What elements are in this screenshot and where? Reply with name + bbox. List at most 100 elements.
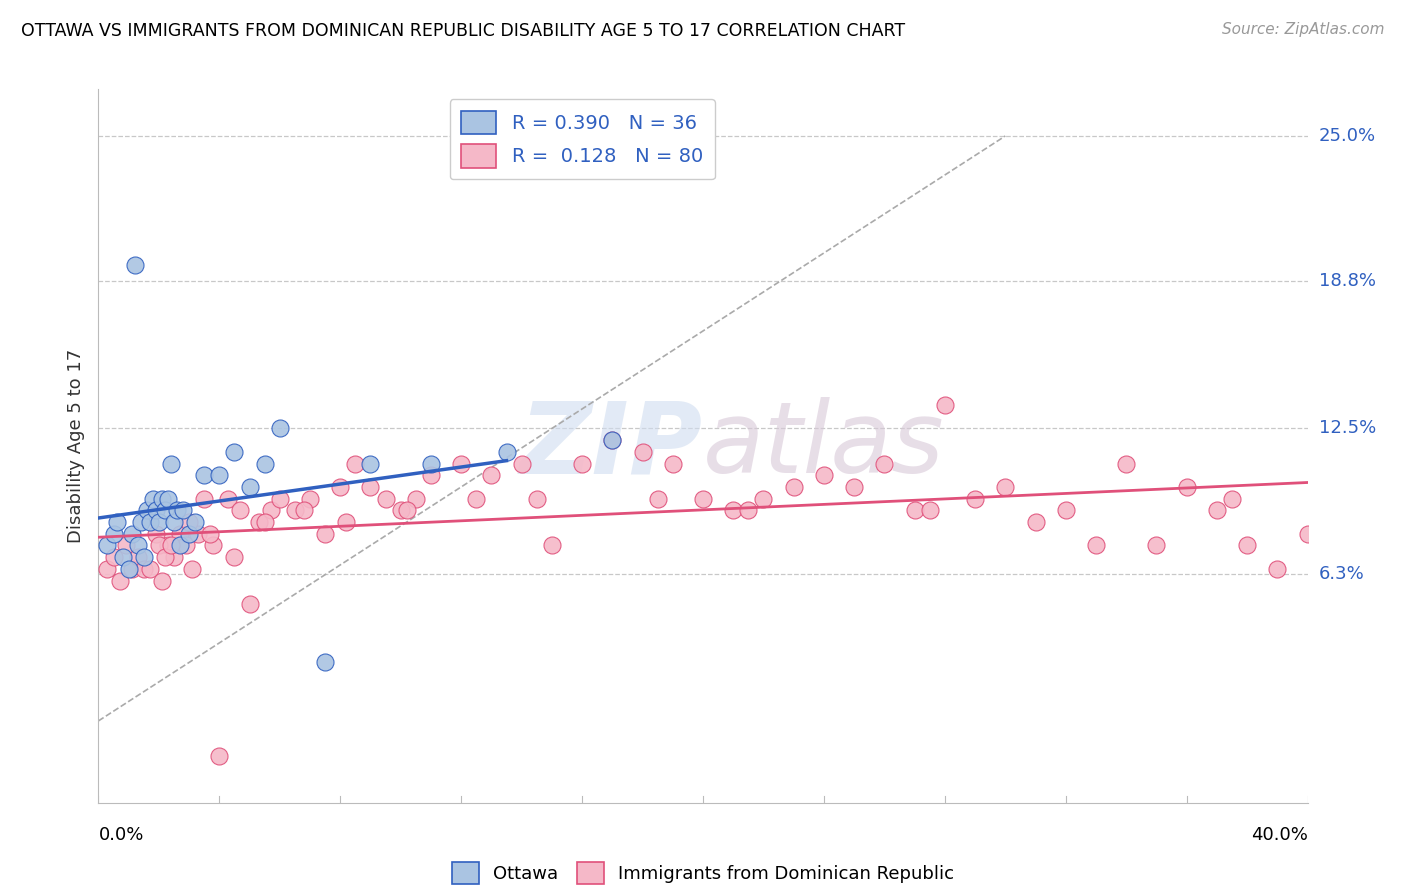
Point bbox=[105, 515, 128, 529]
Point bbox=[160, 538, 183, 552]
Point bbox=[142, 491, 165, 506]
Point bbox=[239, 597, 262, 611]
Point bbox=[292, 503, 315, 517]
Point bbox=[135, 503, 157, 517]
Text: 6.3%: 6.3% bbox=[1319, 565, 1364, 582]
Point bbox=[160, 457, 183, 471]
Point bbox=[631, 445, 654, 459]
Point bbox=[495, 445, 517, 459]
Point bbox=[163, 515, 186, 529]
Point bbox=[965, 491, 987, 506]
Text: ZIP: ZIP bbox=[520, 398, 703, 494]
Point bbox=[692, 491, 714, 506]
Point bbox=[752, 491, 775, 506]
Text: atlas: atlas bbox=[703, 398, 945, 494]
Point bbox=[918, 503, 941, 517]
Point bbox=[184, 515, 207, 529]
Point bbox=[723, 503, 745, 517]
Point bbox=[335, 515, 357, 529]
Point bbox=[150, 491, 173, 506]
Point bbox=[269, 491, 291, 506]
Point bbox=[181, 562, 204, 576]
Point bbox=[193, 491, 215, 506]
Point bbox=[224, 550, 246, 565]
Point bbox=[96, 538, 118, 552]
Point bbox=[782, 480, 804, 494]
Point bbox=[481, 468, 503, 483]
Point bbox=[153, 503, 176, 517]
Point bbox=[253, 457, 276, 471]
Point bbox=[284, 503, 307, 517]
Text: 18.8%: 18.8% bbox=[1319, 272, 1375, 290]
Point bbox=[450, 457, 472, 471]
Text: 25.0%: 25.0% bbox=[1319, 127, 1376, 145]
Point bbox=[145, 503, 167, 517]
Point bbox=[904, 503, 927, 517]
Point bbox=[329, 480, 352, 494]
Point bbox=[127, 538, 149, 552]
Point bbox=[174, 538, 197, 552]
Point bbox=[132, 550, 155, 565]
Point bbox=[465, 491, 488, 506]
Point bbox=[360, 480, 382, 494]
Point bbox=[510, 457, 533, 471]
Point bbox=[132, 562, 155, 576]
Point bbox=[737, 503, 759, 517]
Text: 40.0%: 40.0% bbox=[1251, 826, 1308, 844]
Point bbox=[187, 526, 209, 541]
Point bbox=[96, 562, 118, 576]
Point bbox=[172, 503, 194, 517]
Point bbox=[1267, 562, 1289, 576]
Text: 0.0%: 0.0% bbox=[98, 826, 143, 844]
Point bbox=[571, 457, 593, 471]
Point bbox=[1054, 503, 1077, 517]
Point bbox=[121, 562, 143, 576]
Point bbox=[148, 515, 170, 529]
Point bbox=[208, 468, 231, 483]
Point bbox=[229, 503, 252, 517]
Point bbox=[844, 480, 866, 494]
Point bbox=[124, 258, 146, 272]
Point bbox=[253, 515, 276, 529]
Point bbox=[153, 550, 176, 565]
Point bbox=[420, 468, 443, 483]
Point bbox=[108, 574, 131, 588]
Point bbox=[208, 749, 231, 764]
Point bbox=[260, 503, 283, 517]
Y-axis label: Disability Age 5 to 17: Disability Age 5 to 17 bbox=[66, 349, 84, 543]
Point bbox=[217, 491, 239, 506]
Text: Source: ZipAtlas.com: Source: ZipAtlas.com bbox=[1222, 22, 1385, 37]
Point bbox=[150, 574, 173, 588]
Point bbox=[360, 457, 382, 471]
Point bbox=[934, 398, 956, 412]
Point bbox=[129, 515, 152, 529]
Point bbox=[647, 491, 669, 506]
Point bbox=[1236, 538, 1258, 552]
Point bbox=[269, 421, 291, 435]
Point bbox=[873, 457, 896, 471]
Point bbox=[1085, 538, 1108, 552]
Legend: Ottawa, Immigrants from Dominican Republic: Ottawa, Immigrants from Dominican Republ… bbox=[444, 855, 962, 891]
Point bbox=[103, 526, 125, 541]
Point bbox=[127, 550, 149, 565]
Point bbox=[121, 526, 143, 541]
Text: 12.5%: 12.5% bbox=[1319, 419, 1376, 437]
Point bbox=[247, 515, 270, 529]
Point bbox=[813, 468, 835, 483]
Point bbox=[602, 433, 624, 447]
Point bbox=[156, 538, 179, 552]
Point bbox=[103, 550, 125, 565]
Point bbox=[1115, 457, 1137, 471]
Point bbox=[169, 538, 191, 552]
Point bbox=[114, 538, 136, 552]
Point bbox=[202, 538, 225, 552]
Point bbox=[602, 433, 624, 447]
Point bbox=[145, 526, 167, 541]
Point bbox=[420, 457, 443, 471]
Point bbox=[1220, 491, 1243, 506]
Point bbox=[139, 515, 162, 529]
Point bbox=[139, 562, 162, 576]
Point bbox=[224, 445, 246, 459]
Point bbox=[540, 538, 562, 552]
Point bbox=[661, 457, 683, 471]
